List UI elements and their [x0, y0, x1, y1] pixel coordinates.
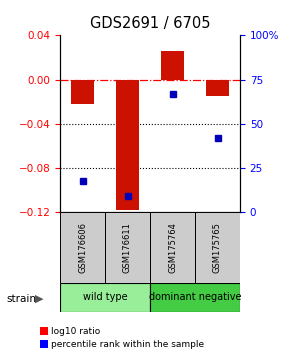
Bar: [206, 80, 229, 96]
Text: wild type: wild type: [83, 292, 127, 302]
Bar: [105, 212, 150, 283]
Text: GSM175764: GSM175764: [168, 222, 177, 273]
Text: dominant negative: dominant negative: [149, 292, 241, 302]
Bar: [71, 80, 94, 104]
Bar: [195, 212, 240, 283]
Bar: [60, 283, 150, 312]
Bar: [161, 51, 184, 80]
Text: strain: strain: [6, 294, 36, 304]
Legend: log10 ratio, percentile rank within the sample: log10 ratio, percentile rank within the …: [40, 327, 205, 349]
Bar: [150, 283, 240, 312]
Text: GSM176606: GSM176606: [78, 222, 87, 273]
Bar: [150, 212, 195, 283]
Bar: [116, 80, 139, 210]
Bar: [60, 212, 105, 283]
Text: ▶: ▶: [35, 294, 44, 304]
Text: GSM176611: GSM176611: [123, 222, 132, 273]
Text: GDS2691 / 6705: GDS2691 / 6705: [90, 16, 210, 30]
Text: GSM175765: GSM175765: [213, 222, 222, 273]
